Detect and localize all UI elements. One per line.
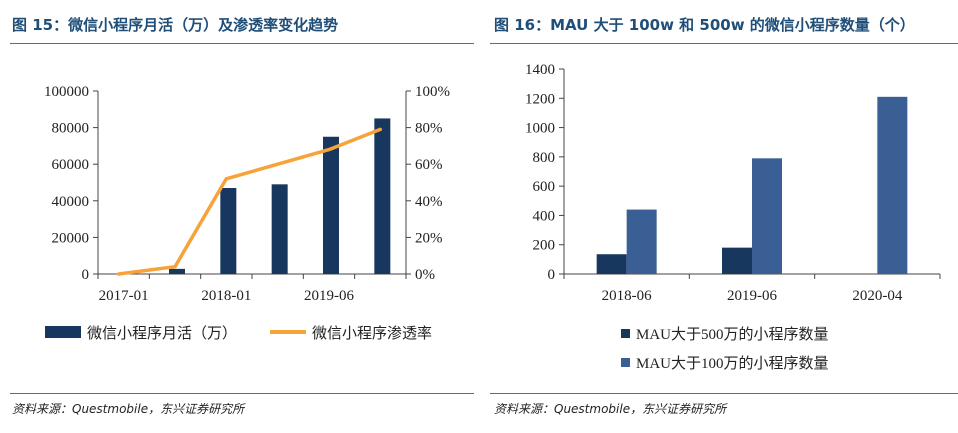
legend-label-mau-500w: MAU大于500万的小程序数量 bbox=[636, 326, 829, 343]
bar-monthly-active bbox=[220, 187, 237, 274]
x-tick-label: 2020-04 bbox=[852, 288, 902, 304]
bar-mau-100w bbox=[626, 209, 657, 274]
y-tick-label: 1400 bbox=[525, 62, 555, 78]
y-tick-label: 800 bbox=[533, 150, 556, 166]
legend-label-monthly-active: 微信小程序月活（万） bbox=[87, 324, 237, 342]
bar-mau-100w bbox=[752, 158, 782, 274]
legend-swatch-mau-500w bbox=[621, 329, 630, 338]
legend-label-penetration: 微信小程序渗透率 bbox=[312, 324, 432, 342]
y-tick-label: 0 bbox=[548, 267, 556, 283]
bar-monthly-active bbox=[323, 136, 339, 274]
bar-mau-100w bbox=[877, 96, 908, 274]
y-tick-label: 40000 bbox=[52, 194, 90, 210]
x-tick-label: 2018-01 bbox=[201, 288, 251, 304]
figure-16-chart: 0 200 400 600 800 1000 1200 1400 2018-06 2019-06 2… bbox=[525, 62, 941, 372]
bar-monthly-active bbox=[169, 268, 185, 274]
y-tick-label: 80000 bbox=[52, 121, 90, 137]
x-tick-label: 2019-06 bbox=[727, 288, 777, 304]
y-tick-label: 1200 bbox=[525, 91, 555, 107]
figure-15-panel: 图 15：微信小程序月活（万）及渗透率变化趋势 0 20000 40000 60000… bbox=[0, 0, 474, 433]
legend-label-mau-100w: MAU大于100万的小程序数量 bbox=[636, 355, 829, 372]
figure-16-panel: 图 16：MAU 大于 100w 和 500w 的微信小程序数量（个） 0 200… bbox=[490, 0, 958, 433]
y-tick-label: 60000 bbox=[52, 157, 90, 173]
y-tick-label: 400 bbox=[533, 208, 556, 224]
y-tick-label: 1000 bbox=[525, 121, 555, 137]
x-tick-label: 2018-06 bbox=[602, 288, 652, 304]
source-rule bbox=[490, 393, 958, 394]
figure-15-chart: 0 20000 40000 60000 80000 100000 0% 20% 40% 60% 80… bbox=[44, 84, 450, 342]
y2-tick-label: 20% bbox=[415, 230, 443, 246]
bar-mau-500w bbox=[596, 254, 627, 274]
figure-15-title: 图 15：微信小程序月活（万）及渗透率变化趋势 bbox=[12, 16, 339, 34]
bar-monthly-active bbox=[271, 184, 288, 274]
bar-monthly-active bbox=[374, 118, 391, 274]
bar-mau-500w bbox=[722, 247, 752, 274]
y-tick-label: 200 bbox=[533, 238, 556, 254]
figure-15-source: 资料来源：Questmobile，东兴证券研究所 bbox=[12, 402, 245, 416]
x-tick-label: 2019-06 bbox=[304, 288, 354, 304]
legend-swatch-monthly-active bbox=[45, 326, 81, 338]
y2-tick-label: 80% bbox=[415, 121, 443, 137]
y2-tick-label: 40% bbox=[415, 194, 443, 210]
y-tick-label: 0 bbox=[82, 267, 90, 283]
source-rule bbox=[10, 393, 474, 394]
y2-tick-label: 100% bbox=[415, 84, 450, 100]
title-rule bbox=[490, 43, 958, 44]
x-tick-label: 2017-01 bbox=[99, 288, 149, 304]
title-rule bbox=[10, 43, 474, 44]
figure-16-source: 资料来源：Questmobile，东兴证券研究所 bbox=[494, 402, 727, 416]
y2-tick-label: 60% bbox=[415, 157, 443, 173]
figure-16-title: 图 16：MAU 大于 100w 和 500w 的微信小程序数量（个） bbox=[494, 16, 915, 34]
y2-tick-label: 0% bbox=[415, 267, 435, 283]
legend-swatch-mau-100w bbox=[621, 358, 630, 367]
y-tick-label: 600 bbox=[533, 179, 556, 195]
line-penetration-rate bbox=[116, 127, 383, 276]
y-tick-label: 20000 bbox=[52, 230, 90, 246]
y-tick-label: 100000 bbox=[44, 84, 89, 100]
